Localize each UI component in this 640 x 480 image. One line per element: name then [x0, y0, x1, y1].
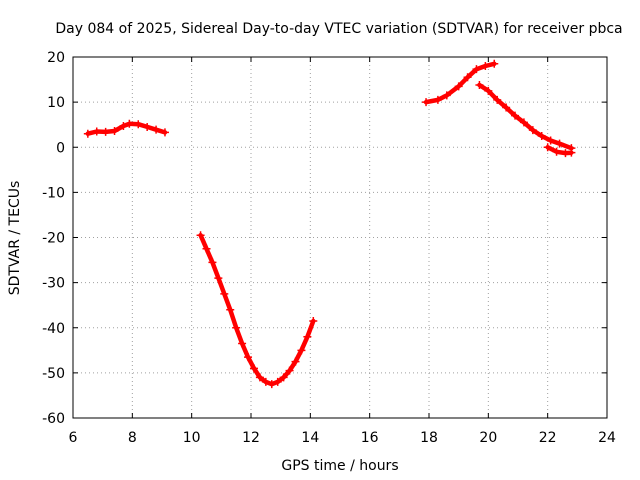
y-tick-label: -20 — [42, 231, 65, 247]
data-point — [202, 244, 211, 253]
data-point — [472, 65, 481, 74]
series-arc-3 — [422, 59, 499, 107]
data-point — [152, 125, 161, 134]
series-line — [477, 82, 574, 151]
data-point — [160, 128, 169, 137]
data-point — [220, 289, 229, 298]
series-arc-2 — [196, 231, 318, 389]
series-arc-5 — [543, 143, 576, 158]
data-point — [303, 332, 312, 341]
data-point — [238, 339, 247, 348]
data-point — [528, 126, 537, 135]
series-line — [423, 61, 497, 105]
x-tick-label: 18 — [420, 430, 438, 446]
data-point — [249, 364, 258, 373]
series-layer — [83, 59, 576, 389]
series-line — [85, 121, 168, 136]
x-tick-labels: 6 8 10 12 14 16 18 20 22 24 — [69, 430, 616, 446]
series-arc-4 — [475, 80, 576, 153]
data-point — [226, 305, 235, 314]
x-tick-label: 24 — [598, 430, 616, 446]
y-tick-label: 10 — [47, 95, 65, 111]
data-point — [297, 346, 306, 355]
data-point — [291, 357, 300, 366]
data-point — [484, 86, 493, 95]
data-point — [279, 373, 288, 382]
data-point — [83, 129, 92, 138]
data-point — [546, 136, 555, 145]
x-tick-label: 8 — [128, 430, 137, 446]
x-axis-label: GPS time / hours — [281, 458, 398, 474]
plot-frame — [72, 56, 608, 419]
x-tick-label: 22 — [539, 430, 557, 446]
data-point — [208, 258, 217, 267]
x-tick-label: 14 — [301, 430, 319, 446]
data-point — [232, 323, 241, 332]
data-point — [442, 91, 451, 100]
data-point — [519, 118, 528, 127]
data-point — [454, 82, 463, 91]
y-tick-label: -30 — [42, 276, 65, 292]
data-point — [463, 73, 472, 82]
data-point — [110, 127, 119, 136]
y-tick-label: -50 — [42, 366, 65, 382]
data-point — [543, 143, 552, 152]
data-point — [493, 95, 502, 104]
y-tick-label: -60 — [42, 411, 65, 427]
data-point — [273, 377, 282, 386]
x-tick-label: 12 — [242, 430, 260, 446]
x-tick-label: 6 — [69, 430, 78, 446]
data-point — [481, 62, 490, 71]
data-point — [125, 119, 134, 128]
data-point — [134, 120, 143, 129]
y-tick-labels: 20 10 0 -10 -20 -30 -40 -50 -60 — [42, 50, 65, 427]
data-point — [475, 80, 484, 89]
data-point — [143, 122, 152, 131]
series-arc-1 — [83, 119, 169, 138]
x-tick-label: 20 — [479, 430, 497, 446]
data-point — [555, 139, 564, 148]
x-tick-label: 10 — [183, 430, 201, 446]
data-point — [255, 373, 264, 382]
data-point — [214, 274, 223, 283]
data-point — [490, 59, 499, 68]
y-tick-label: 20 — [47, 50, 65, 66]
grid-lines — [73, 57, 607, 418]
y-tick-label: -40 — [42, 321, 65, 337]
chart-title: Day 084 of 2025, Sidereal Day-to-day VTE… — [55, 21, 622, 37]
data-point — [119, 122, 128, 131]
data-point — [196, 231, 205, 240]
data-point — [309, 316, 318, 325]
data-point — [567, 148, 576, 157]
series-line — [198, 232, 316, 387]
data-point — [433, 95, 442, 104]
data-point — [422, 98, 431, 107]
data-point — [267, 380, 276, 389]
data-point — [244, 353, 253, 362]
data-point — [101, 127, 110, 136]
y-tick-label: 0 — [56, 140, 65, 156]
data-point — [261, 377, 270, 386]
data-point — [552, 147, 561, 156]
data-point — [511, 111, 520, 120]
x-tick-label: 16 — [361, 430, 379, 446]
data-point — [92, 127, 101, 136]
data-point — [285, 366, 294, 375]
y-axis-label: SDTVAR / TECUs — [7, 181, 23, 296]
data-point — [502, 103, 511, 112]
data-point — [537, 131, 546, 140]
y-tick-label: -10 — [42, 185, 65, 201]
